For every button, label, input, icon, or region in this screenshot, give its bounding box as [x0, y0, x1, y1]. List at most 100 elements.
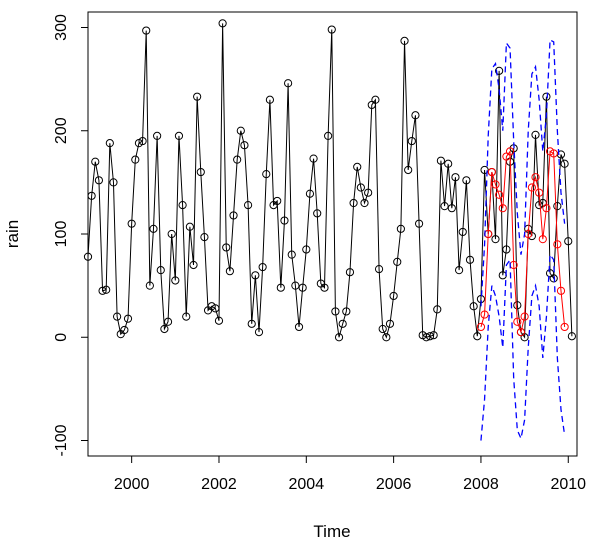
- data-point: [527, 183, 536, 192]
- data-point: [535, 188, 544, 197]
- x-tick-label: 2002: [201, 476, 237, 493]
- data-point: [513, 317, 522, 326]
- data-point: [189, 260, 198, 270]
- data-point: [163, 317, 173, 326]
- data-point: [385, 319, 395, 328]
- data-point: [142, 26, 151, 35]
- data-point: [265, 95, 275, 104]
- data-point: [495, 66, 504, 75]
- data-point: [349, 198, 358, 208]
- series-forecast: [476, 147, 569, 337]
- data-point: [473, 332, 482, 341]
- y-axis-title: rain: [3, 220, 22, 248]
- x-tick-label: 2008: [463, 476, 499, 493]
- series-line: [480, 38, 566, 307]
- data-point: [334, 333, 344, 342]
- data-point: [171, 276, 180, 285]
- data-point: [240, 141, 249, 150]
- data-point: [353, 162, 362, 171]
- data-point: [247, 319, 256, 328]
- data-point: [302, 245, 311, 254]
- data-point: [389, 291, 398, 301]
- data-point: [298, 283, 307, 292]
- data-point: [320, 283, 329, 292]
- data-point: [465, 255, 475, 264]
- data-point: [356, 183, 365, 192]
- data-point: [407, 136, 416, 146]
- data-point: [480, 310, 489, 319]
- data-point: [553, 240, 562, 249]
- data-point: [378, 324, 387, 334]
- data-point: [105, 139, 114, 148]
- data-point: [374, 265, 384, 274]
- data-point: [393, 257, 402, 266]
- data-point: [491, 235, 500, 244]
- data-point: [294, 322, 304, 332]
- data-point: [109, 178, 118, 187]
- data-point: [560, 322, 569, 332]
- data-point: [94, 176, 104, 185]
- data-point: [120, 325, 129, 335]
- series-observed: [83, 19, 576, 342]
- data-point: [182, 312, 191, 321]
- data-point: [520, 312, 529, 321]
- data-point: [127, 219, 136, 228]
- data-point: [556, 286, 566, 295]
- data-point: [258, 262, 267, 272]
- data-point: [451, 173, 460, 182]
- data-point: [287, 250, 296, 259]
- data-point: [411, 111, 420, 120]
- data-point: [273, 196, 282, 206]
- data-point: [458, 227, 467, 237]
- data-point: [495, 190, 504, 199]
- x-tick-label: 2000: [114, 476, 150, 493]
- data-point: [404, 165, 413, 175]
- data-point: [567, 332, 576, 341]
- data-point: [196, 167, 205, 177]
- data-point: [313, 209, 322, 218]
- data-point: [131, 155, 140, 164]
- data-point: [564, 237, 573, 246]
- data-point: [214, 316, 224, 325]
- data-point: [338, 319, 347, 328]
- data-point: [502, 245, 511, 254]
- data-point: [291, 281, 300, 290]
- data-point: [324, 131, 333, 141]
- data-point: [371, 95, 380, 104]
- data-point: [425, 332, 435, 341]
- data-point: [487, 167, 496, 177]
- data-point: [364, 188, 373, 197]
- data-point: [516, 327, 526, 337]
- data-point: [476, 322, 486, 332]
- data-point: [436, 156, 446, 165]
- data-point: [360, 198, 369, 208]
- data-point: [251, 271, 260, 280]
- axis-layer: 2000 2002 2004 2006 2008 2010 -100 0 100 200 300: [53, 14, 586, 493]
- data-point: [549, 149, 558, 158]
- y-tick-label: 200: [53, 117, 70, 144]
- series-upper-interval: [480, 38, 566, 307]
- data-point: [342, 307, 351, 316]
- data-point: [178, 200, 187, 210]
- data-point: [185, 222, 194, 231]
- data-point: [455, 266, 464, 275]
- data-point: [444, 159, 453, 168]
- data-point: [138, 136, 147, 146]
- data-point: [538, 235, 547, 244]
- data-point: [542, 204, 551, 213]
- data-point: [123, 314, 133, 323]
- y-tick-label: 100: [53, 221, 70, 248]
- data-point: [153, 131, 162, 141]
- data-point: [276, 283, 285, 292]
- data-point: [167, 229, 176, 239]
- data-point: [414, 219, 424, 228]
- data-point: [262, 170, 271, 179]
- data-point: [382, 333, 391, 342]
- data-point: [225, 267, 234, 276]
- data-point: [309, 154, 318, 163]
- data-point: [400, 36, 409, 46]
- data-point: [531, 130, 540, 139]
- data-point: [218, 19, 227, 28]
- x-tick-label: 2006: [376, 476, 412, 493]
- data-point: [469, 302, 478, 311]
